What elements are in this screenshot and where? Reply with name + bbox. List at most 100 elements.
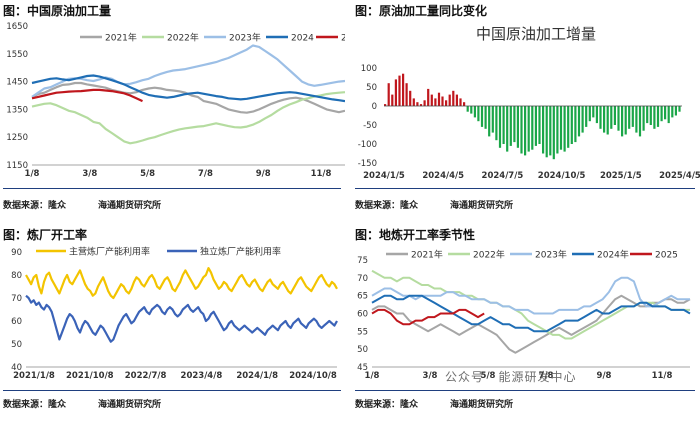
bar (524, 106, 527, 156)
bar (427, 88, 430, 106)
x-tick-label: 3/8 (82, 169, 97, 179)
x-tick-label: 5/8 (481, 371, 496, 381)
bar (455, 94, 458, 106)
bar (649, 106, 652, 125)
bar (473, 106, 476, 118)
panel2-institute: 海通期货研究所 (450, 201, 514, 211)
panel1-source: 数据来源：隆众 (3, 201, 67, 211)
bar (660, 106, 663, 122)
series-line-4 (31, 88, 143, 103)
bar (534, 106, 537, 146)
bar (549, 106, 552, 156)
bar (452, 90, 455, 106)
bar (606, 106, 609, 135)
bar (484, 106, 487, 129)
bar (430, 94, 433, 106)
bar (631, 106, 634, 127)
y-tick-label: 50 (11, 340, 22, 350)
bar (495, 106, 498, 141)
bar (621, 106, 624, 137)
series-line-3 (31, 74, 345, 103)
x-tick-label: 3/8 (423, 371, 438, 381)
bar (538, 106, 541, 144)
series-line-2 (371, 276, 690, 315)
x-tick-label: 11/8 (652, 371, 673, 381)
legend-label-2: 2023年 (229, 32, 261, 44)
x-tick-label: 2025/4/5 (659, 171, 700, 181)
bar (653, 106, 656, 129)
y-tick-label: 55 (357, 327, 368, 337)
y-tick-label: 70 (357, 274, 368, 284)
panel2-rule (355, 188, 695, 189)
bar (642, 106, 645, 131)
bar (556, 106, 559, 154)
y-tick-label: 50 (366, 83, 377, 93)
bar (516, 106, 519, 148)
series-line-0 (371, 294, 691, 354)
teapot-rate-chart: 75 70 65 60 55 50 451/8 3/8 5/8 7/8 9/8 11/8 2021年 20… (357, 249, 691, 381)
bar (384, 104, 387, 106)
x-tick-label: 2023/4/8 (181, 371, 223, 381)
bar (477, 106, 480, 122)
bar (610, 106, 613, 129)
x-tick-label: 1/8 (25, 169, 40, 179)
bar (405, 83, 408, 106)
panel1-rule (3, 188, 341, 189)
x-tick-label: 2025/1/5 (600, 171, 642, 181)
x-tick-label: 7/8 (539, 371, 554, 381)
bar (488, 106, 491, 137)
bar (445, 100, 448, 106)
bar (509, 106, 512, 146)
bar (498, 106, 502, 148)
x-tick-label: 9/8 (597, 371, 612, 381)
x-tick-label: 9/8 (256, 169, 271, 179)
bar (545, 106, 548, 158)
bar (480, 106, 484, 127)
bar (628, 106, 631, 129)
bar (599, 106, 602, 129)
x-tick-label: 2024/1/8 (236, 371, 278, 381)
x-tick-label: 2022/7/8 (125, 371, 167, 381)
bar (527, 106, 530, 152)
y-tick-label: 1550 (6, 50, 28, 60)
bar (416, 102, 419, 106)
x-tick-label: 1/8 (365, 371, 380, 381)
legend-label-4: 2025 (655, 251, 678, 261)
series-line-4 (371, 308, 485, 326)
y-tick-label: -150 (358, 159, 377, 169)
y-tick-label: 50 (357, 345, 368, 355)
bar (603, 106, 606, 133)
y-tick-label: 1450 (6, 78, 28, 88)
series-line-1 (25, 294, 338, 343)
yoy-change-chart: 中国原油加工增量 100 50 0 -50 -100 -150 2024/1/5 2024/4/… (358, 25, 700, 181)
bar (402, 73, 405, 106)
bar (387, 83, 390, 106)
bar (567, 106, 570, 148)
y-tick-label: 0 (372, 102, 377, 112)
bar (624, 106, 627, 135)
bar (588, 106, 591, 122)
panel2-title: 图：原油加工量同比变化 (355, 4, 488, 18)
x-tick-label: 7/8 (198, 169, 213, 179)
y-tick-label: 1350 (6, 105, 28, 115)
x-tick-label: 2024/4/5 (422, 171, 464, 181)
y-tick-label: 70 (11, 294, 22, 304)
panel4-rule (355, 390, 695, 391)
bar (394, 79, 397, 106)
bar (581, 106, 584, 133)
y-tick-label: 1650 (6, 22, 28, 32)
x-tick-label: 2024/1/5 (363, 171, 405, 181)
y-tick-label: 1250 (6, 133, 28, 143)
bar (441, 96, 444, 106)
bar (391, 94, 394, 106)
bar (470, 106, 473, 114)
y-tick-label: 60 (11, 317, 22, 327)
bar (559, 106, 563, 150)
bar (459, 98, 462, 106)
legend-label-1: 独立炼厂产能利用率 (200, 246, 281, 258)
panel2-source: 数据来源：隆众 (355, 201, 419, 211)
y-tick-label: 1150 (6, 161, 28, 171)
bar (437, 92, 441, 106)
